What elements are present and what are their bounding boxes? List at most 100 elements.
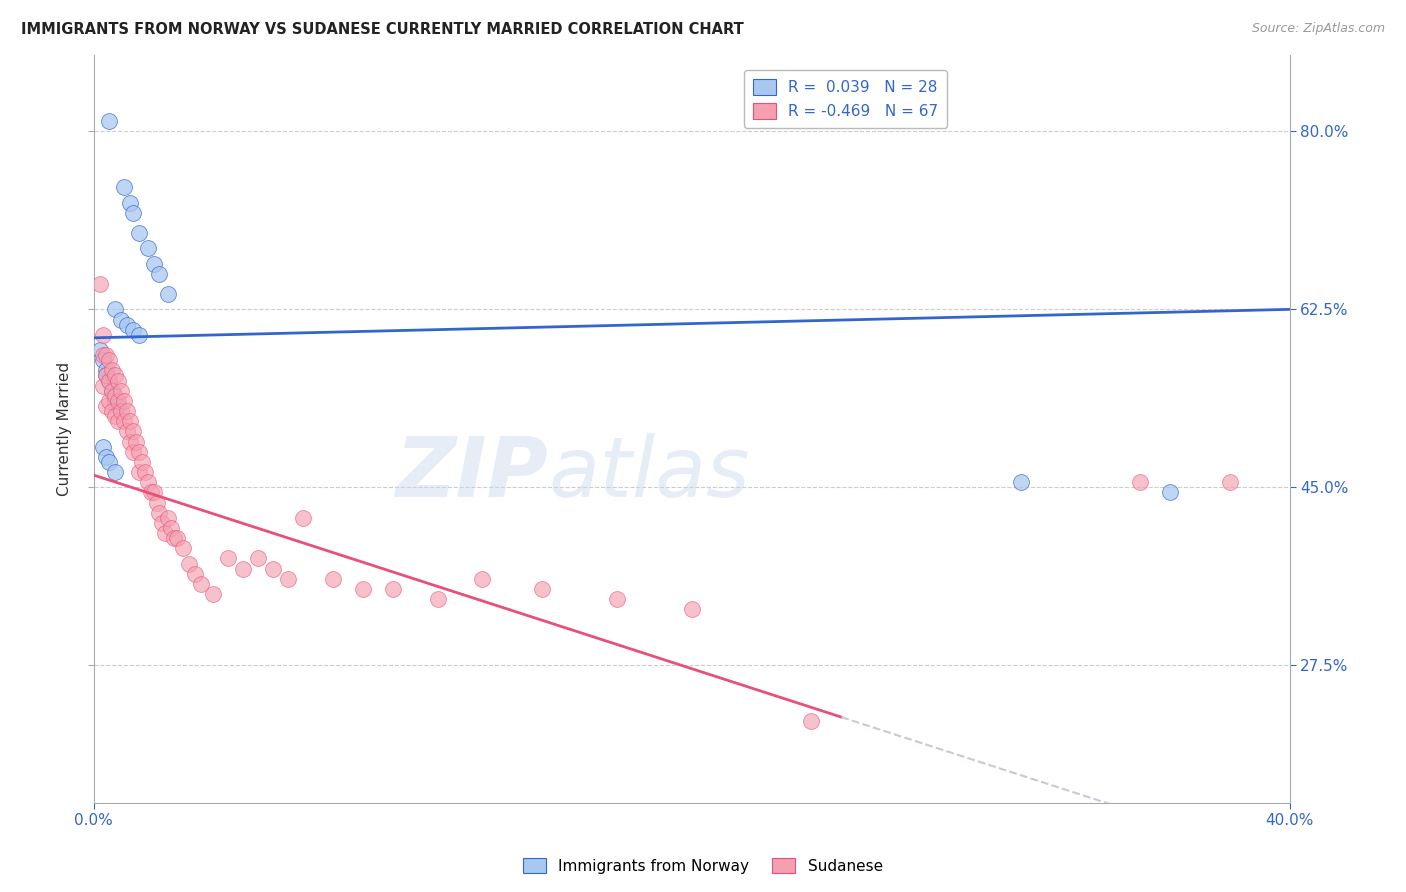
- Point: [128, 444, 150, 458]
- Point: [217, 551, 239, 566]
- Point: [115, 318, 138, 332]
- Point: [107, 374, 129, 388]
- Point: [128, 327, 150, 342]
- Point: [155, 526, 177, 541]
- Point: [91, 353, 114, 368]
- Point: [89, 277, 111, 291]
- Point: [94, 450, 117, 464]
- Point: [91, 327, 114, 342]
- Point: [100, 404, 122, 418]
- Point: [91, 348, 114, 362]
- Point: [100, 384, 122, 398]
- Point: [94, 363, 117, 377]
- Point: [112, 414, 135, 428]
- Point: [606, 592, 628, 607]
- Point: [142, 257, 165, 271]
- Text: ZIP: ZIP: [395, 434, 548, 514]
- Text: Source: ZipAtlas.com: Source: ZipAtlas.com: [1251, 22, 1385, 36]
- Point: [471, 572, 494, 586]
- Point: [107, 393, 129, 408]
- Text: atlas: atlas: [548, 434, 749, 514]
- Point: [121, 444, 143, 458]
- Point: [166, 531, 188, 545]
- Point: [277, 572, 299, 586]
- Point: [157, 287, 180, 301]
- Point: [131, 455, 153, 469]
- Point: [152, 516, 174, 530]
- Point: [104, 368, 127, 383]
- Point: [184, 566, 207, 581]
- Point: [97, 353, 120, 368]
- Legend: Immigrants from Norway, Sudanese: Immigrants from Norway, Sudanese: [517, 852, 889, 880]
- Point: [134, 465, 156, 479]
- Point: [112, 180, 135, 194]
- Point: [128, 465, 150, 479]
- Text: IMMIGRANTS FROM NORWAY VS SUDANESE CURRENTLY MARRIED CORRELATION CHART: IMMIGRANTS FROM NORWAY VS SUDANESE CURRE…: [21, 22, 744, 37]
- Point: [190, 577, 212, 591]
- Point: [1010, 475, 1032, 490]
- Point: [121, 206, 143, 220]
- Point: [100, 384, 122, 398]
- Point: [202, 587, 225, 601]
- Point: [107, 399, 129, 413]
- Point: [136, 241, 159, 255]
- Point: [681, 602, 703, 616]
- Point: [104, 302, 127, 317]
- Point: [97, 455, 120, 469]
- Point: [128, 226, 150, 240]
- Point: [247, 551, 270, 566]
- Point: [94, 348, 117, 362]
- Point: [112, 393, 135, 408]
- Point: [118, 434, 141, 449]
- Point: [262, 561, 284, 575]
- Point: [104, 393, 127, 408]
- Point: [139, 485, 162, 500]
- Point: [89, 343, 111, 357]
- Point: [531, 582, 554, 596]
- Point: [94, 368, 117, 383]
- Point: [91, 440, 114, 454]
- Point: [381, 582, 404, 596]
- Point: [104, 409, 127, 424]
- Legend: R =  0.039   N = 28, R = -0.469   N = 67: R = 0.039 N = 28, R = -0.469 N = 67: [744, 70, 948, 128]
- Point: [1219, 475, 1241, 490]
- Point: [172, 541, 194, 556]
- Point: [322, 572, 344, 586]
- Y-axis label: Currently Married: Currently Married: [58, 362, 72, 496]
- Point: [163, 531, 186, 545]
- Point: [352, 582, 374, 596]
- Point: [97, 393, 120, 408]
- Point: [292, 510, 315, 524]
- Point: [179, 557, 201, 571]
- Point: [232, 561, 254, 575]
- Point: [100, 363, 122, 377]
- Point: [107, 414, 129, 428]
- Point: [97, 374, 120, 388]
- Point: [97, 374, 120, 388]
- Point: [91, 378, 114, 392]
- Point: [118, 195, 141, 210]
- Point: [124, 434, 146, 449]
- Point: [97, 114, 120, 128]
- Point: [115, 404, 138, 418]
- Point: [160, 521, 183, 535]
- Point: [145, 495, 167, 509]
- Point: [142, 485, 165, 500]
- Point: [148, 506, 170, 520]
- Point: [118, 414, 141, 428]
- Point: [800, 714, 823, 728]
- Point: [426, 592, 449, 607]
- Point: [148, 267, 170, 281]
- Point: [110, 404, 132, 418]
- Point: [136, 475, 159, 490]
- Point: [104, 465, 127, 479]
- Point: [1159, 485, 1181, 500]
- Point: [115, 425, 138, 439]
- Point: [110, 384, 132, 398]
- Point: [121, 323, 143, 337]
- Point: [121, 425, 143, 439]
- Point: [94, 368, 117, 383]
- Point: [110, 312, 132, 326]
- Point: [94, 399, 117, 413]
- Point: [157, 510, 180, 524]
